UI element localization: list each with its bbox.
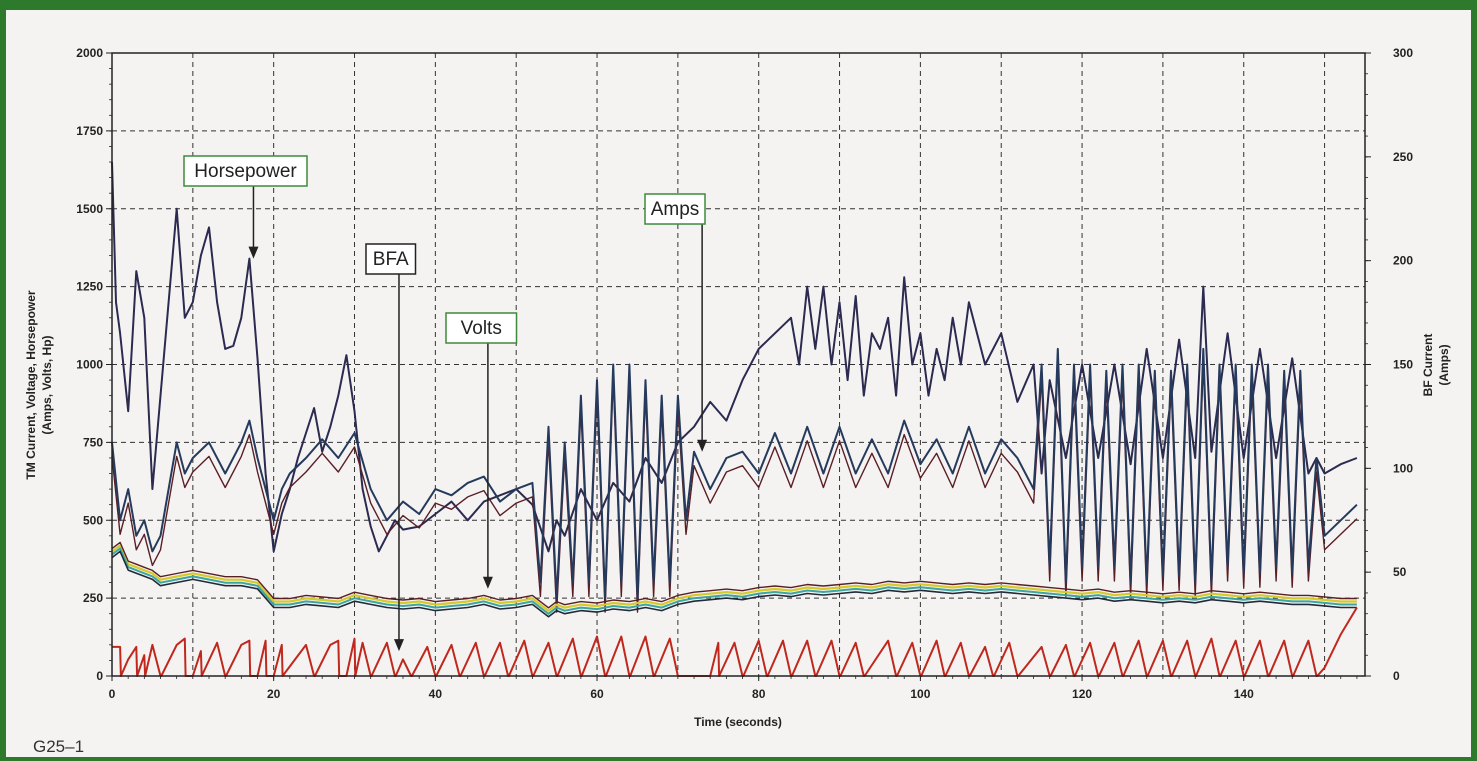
right-y-tick-label: 200	[1393, 254, 1413, 268]
annotation-box	[445, 312, 518, 344]
right-y-tick-label: 300	[1393, 46, 1413, 60]
x-tick-label: 20	[267, 687, 281, 701]
right-y-axis-title-line-1: BF Current	[1421, 334, 1435, 397]
x-tick-label: 60	[590, 687, 604, 701]
annotation-horsepower: Horsepower	[183, 155, 308, 259]
right-y-tick-label: 100	[1393, 461, 1413, 475]
series-line-volts	[111, 544, 1357, 612]
left-y-tick-label: 500	[83, 513, 103, 527]
annotation-label: Volts	[461, 318, 502, 339]
left-y-tick-label: 750	[83, 435, 103, 449]
left-y-axis-title-line-1: TM Current, Voltage, Horsepower	[24, 290, 38, 479]
annotation-arrowhead	[393, 639, 404, 652]
series-line-horsepower	[111, 161, 1358, 553]
annotation-amps: Amps	[644, 193, 708, 452]
left-y-axis-title-line-2: (Amps, Volts, Hp)	[40, 335, 54, 434]
series-line-bfa	[112, 606, 1358, 677]
series-line-amps-trace-1	[111, 347, 1358, 600]
right-y-tick-label: 0	[1393, 669, 1400, 683]
left-y-tick-label: 1500	[76, 202, 103, 216]
axis-ticks: 0 20 40 60 80 100 120 1400250500750100012501500…	[76, 46, 1413, 701]
x-tick-label: 100	[910, 687, 930, 701]
right-y-tick-label: 250	[1393, 150, 1413, 164]
right-y-axis-title-line-2: (Amps)	[1437, 344, 1451, 385]
grid	[112, 53, 1365, 676]
annotation-box	[183, 155, 308, 187]
annotation-bfa: BFA	[365, 243, 417, 652]
x-tick-label: 120	[1072, 687, 1092, 701]
annotations: Horsepower BFA Volts Amps	[183, 155, 708, 652]
annotation-arrowhead	[482, 576, 493, 589]
figure-panel	[6, 10, 1471, 757]
left-y-tick-label: 0	[96, 669, 103, 683]
series-line-volts-trace-2	[111, 541, 1357, 609]
x-tick-label: 0	[109, 687, 116, 701]
annotation-volts: Volts	[445, 312, 518, 589]
annotation-box	[365, 243, 417, 275]
x-axis-title: Time (seconds)	[694, 715, 782, 729]
right-y-tick-label: 150	[1393, 358, 1413, 372]
x-tick-label: 80	[752, 687, 766, 701]
annotation-label: BFA	[373, 249, 409, 270]
left-y-tick-label: 1000	[76, 358, 103, 372]
annotation-box	[644, 193, 706, 225]
x-tick-label: 40	[429, 687, 443, 701]
series-line-volts-trace-1	[111, 547, 1357, 615]
x-tick-label: 140	[1234, 687, 1254, 701]
series-line-volts-trace-3	[111, 550, 1357, 618]
left-y-tick-label: 2000	[76, 46, 103, 60]
left-y-tick-label: 1250	[76, 280, 103, 294]
annotation-arrowhead	[248, 246, 259, 259]
right-y-tick-label: 50	[1393, 565, 1407, 579]
figure-id-label: G25–1	[33, 737, 84, 756]
left-y-tick-label: 250	[83, 591, 103, 605]
annotation-arrowhead	[697, 439, 708, 452]
annotation-label: Amps	[651, 199, 700, 220]
annotation-label: Horsepower	[194, 161, 297, 182]
series-lines	[111, 161, 1358, 677]
left-y-tick-label: 1750	[76, 124, 103, 138]
